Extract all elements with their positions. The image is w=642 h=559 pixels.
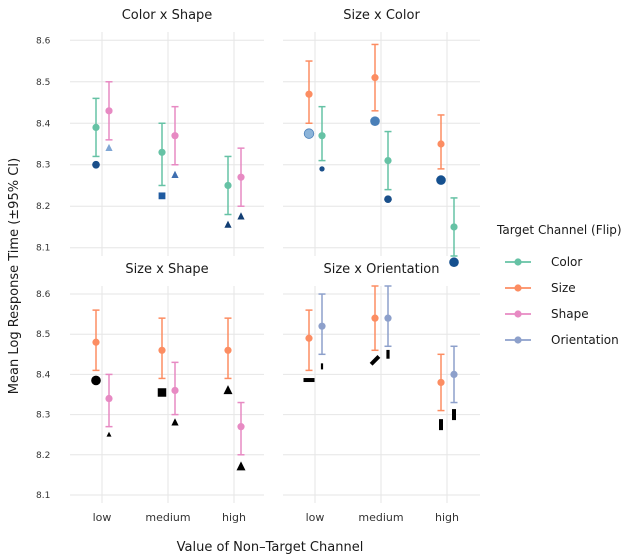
data-point: [450, 370, 458, 379]
data-point: [305, 90, 313, 98]
stimulus-marker: [303, 378, 315, 383]
x-tick-label: high: [222, 511, 246, 524]
panel-title: Color x Shape: [122, 8, 213, 23]
y-tick-label: 8.4: [36, 119, 51, 129]
stimulus-marker: [319, 166, 325, 172]
y-tick-label: 8.1: [36, 491, 50, 501]
data-point: [318, 322, 326, 330]
y-tick-label: 8.4: [36, 370, 51, 380]
legend-point: [514, 284, 522, 292]
stimulus-marker: [452, 409, 456, 421]
facet-panel: Color x Shape 8.1 8.2 8.3 8.4 8.5 8.6: [36, 8, 264, 256]
y-tick-label: 8.3: [36, 161, 50, 171]
stimulus-marker: [369, 355, 381, 366]
panel-title: Size x Orientation: [323, 262, 439, 277]
panel-title: Size x Color: [343, 8, 420, 23]
stimulus-marker: [157, 388, 167, 397]
stimulus-marker: [92, 160, 100, 169]
y-tick-label: 8.1: [36, 244, 50, 254]
stimulus-marker: [223, 385, 233, 395]
stimulus-marker: [171, 170, 179, 178]
facet-panel: Size x Orientation low medium high: [283, 262, 480, 524]
x-tick-label: high: [435, 511, 459, 524]
facet-panel: Size x Color: [283, 8, 480, 268]
stimulus-marker: [439, 419, 443, 431]
stimulus-marker: [224, 220, 232, 228]
stimulus-marker: [370, 116, 380, 126]
data-point: [158, 346, 166, 354]
x-axis-title: Value of Non–Target Channel: [177, 540, 364, 555]
data-point: [371, 74, 379, 82]
legend-label: Shape: [551, 307, 589, 321]
data-point: [384, 314, 392, 322]
y-axis-title: Mean Log Response Time (±95% CI): [7, 158, 22, 394]
stimulus-marker: [91, 375, 101, 386]
data-point: [237, 173, 245, 181]
stimulus-marker: [171, 418, 179, 426]
x-tick-label: low: [306, 511, 325, 524]
data-point: [171, 132, 179, 140]
data-point: [318, 132, 326, 140]
stimulus-marker: [384, 195, 392, 204]
data-point: [437, 378, 445, 387]
y-tick-label: 8.5: [36, 78, 50, 88]
legend-point: [514, 336, 522, 344]
y-tick-label: 8.2: [36, 451, 50, 461]
legend-point: [514, 258, 522, 266]
data-point: [224, 181, 232, 190]
facet-panel: Size x Shape 8.1 8.2 8.3 8.4 8.5 8.6 low medium h…: [36, 262, 264, 524]
y-tick-label: 8.2: [36, 202, 50, 212]
facet-panels: Color x Shape 8.1 8.2 8.3 8.4 8.5 8.6 Size x Co…: [36, 8, 480, 524]
data-point: [105, 394, 113, 403]
y-tick-label: 8.5: [36, 330, 50, 340]
x-tick-label: medium: [358, 511, 403, 524]
panel-title: Size x Shape: [125, 262, 208, 277]
stimulus-marker: [303, 128, 315, 139]
data-point: [224, 346, 232, 354]
legend-label: Orientation: [551, 333, 619, 347]
data-point: [305, 334, 313, 342]
data-point: [92, 338, 100, 346]
legend-title: Target Channel (Flip): [496, 223, 622, 237]
stimulus-marker: [436, 175, 446, 185]
x-tick-label: low: [93, 511, 112, 524]
stimulus-marker: [236, 461, 246, 471]
data-point: [437, 140, 445, 148]
legend-label: Color: [551, 255, 582, 269]
data-point: [450, 223, 458, 231]
stimulus-marker: [237, 212, 245, 220]
legend: Target Channel (Flip) Color Size Shape Orie…: [496, 223, 622, 347]
data-point: [105, 107, 113, 115]
stimulus-marker: [158, 192, 166, 200]
y-tick-label: 8.6: [36, 36, 51, 46]
data-point: [371, 314, 379, 322]
y-tick-label: 8.3: [36, 411, 50, 421]
data-point: [92, 123, 100, 132]
legend-point: [514, 310, 522, 318]
legend-label: Size: [551, 281, 576, 295]
stimulus-marker: [386, 349, 390, 359]
y-tick-label: 8.6: [36, 290, 51, 300]
stimulus-marker: [449, 257, 459, 268]
data-point: [384, 156, 392, 165]
data-point: [171, 386, 179, 395]
x-tick-label: medium: [145, 511, 190, 524]
stimulus-marker: [105, 143, 113, 152]
data-point: [158, 148, 166, 156]
stimulus-marker: [320, 363, 324, 370]
data-point: [237, 423, 245, 431]
stimulus-marker: [106, 431, 112, 437]
